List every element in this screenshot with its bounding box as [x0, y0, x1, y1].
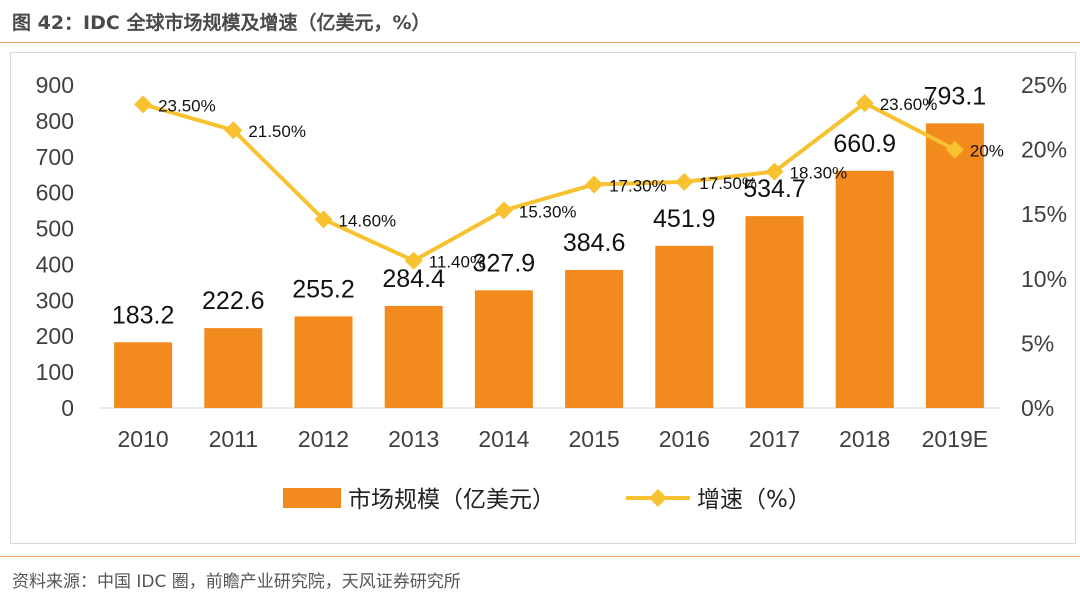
growth-point	[314, 210, 333, 229]
legend-line-label: 增速（%）	[697, 487, 811, 513]
growth-value-label: 15.30%	[519, 202, 577, 221]
y-right-tick-label: 25%	[1021, 72, 1067, 98]
combo-chart: 0 100 200 300 400 500 600 700 800 900 0% 5% 10% 15% 20…	[36, 72, 1067, 513]
source-note: 资料来源：中国 IDC 圈，前瞻产业研究院，天风证券研究所	[12, 572, 461, 592]
x-tick-label: 2012	[298, 426, 349, 452]
x-tick-label: 2013	[388, 426, 439, 452]
bar-value-label: 183.2	[112, 301, 175, 329]
bar-value-label: 327.9	[473, 249, 536, 277]
bar	[835, 170, 894, 408]
growth-line	[142, 101, 956, 263]
bar	[474, 290, 533, 408]
y-left-tick-label: 0	[61, 395, 74, 421]
growth-value-label: 23.60%	[880, 95, 938, 114]
bar	[204, 328, 263, 408]
growth-value-label: 18.30%	[790, 164, 848, 183]
x-tick-label: 2018	[839, 426, 890, 452]
growth-value-label: 14.60%	[339, 211, 397, 230]
growth-point	[494, 201, 513, 220]
growth-value-label: 20%	[970, 142, 1004, 161]
y-right-tick-label: 20%	[1021, 137, 1067, 163]
bar-value-label: 384.6	[563, 229, 626, 257]
bar-value-label: 222.6	[202, 287, 265, 315]
growth-value-label: 23.50%	[158, 96, 216, 115]
legend-line-marker	[649, 489, 667, 507]
y-left-tick-label: 200	[36, 323, 74, 349]
x-tick-label: 2010	[118, 426, 169, 452]
bar	[565, 269, 624, 408]
growth-point	[134, 95, 153, 114]
legend-bar-swatch	[283, 488, 341, 508]
bar-value-label: 793.1	[924, 82, 987, 110]
y-left-tick-label: 400	[36, 251, 74, 277]
source-divider	[0, 556, 1080, 557]
y-left-tick-label: 300	[36, 287, 74, 313]
bar	[294, 316, 353, 408]
y-right-tick-label: 0%	[1021, 395, 1054, 421]
growth-value-label: 11.40%	[429, 253, 485, 272]
x-tick-label: 2016	[659, 426, 710, 452]
growth-point	[224, 121, 243, 140]
y-right-tick-label: 5%	[1021, 330, 1054, 356]
bar-value-label: 451.9	[653, 205, 716, 233]
growth-value-label: 21.50%	[248, 122, 306, 141]
growth-point	[675, 172, 694, 191]
figure-title: 图 42：IDC 全球市场规模及增速（亿美元，%）	[12, 12, 431, 34]
y-left-tick-label: 800	[36, 108, 74, 134]
growth-point	[855, 94, 874, 113]
y-right-tick-label: 10%	[1021, 266, 1067, 292]
growth-point	[765, 162, 784, 181]
x-tick-label: 2017	[749, 426, 800, 452]
growth-value-label: 17.50%	[699, 174, 757, 193]
growth-value-label: 17.30%	[609, 176, 667, 195]
x-tick-label: 2019E	[922, 426, 989, 452]
y-left-tick-label: 700	[36, 144, 74, 170]
bar-value-label: 660.9	[833, 130, 896, 158]
growth-point	[585, 175, 604, 194]
y-left-tick-label: 900	[36, 72, 74, 98]
x-tick-label: 2011	[209, 426, 258, 452]
x-tick-label: 2014	[478, 426, 529, 452]
y-left-tick-label: 600	[36, 180, 74, 206]
growth-point	[404, 251, 423, 270]
bar-value-label: 255.2	[292, 275, 355, 303]
bar	[114, 342, 173, 408]
legend-bar-label: 市场规模（亿美元）	[348, 487, 555, 513]
bar	[925, 123, 984, 408]
bar	[384, 305, 443, 408]
title-divider	[0, 42, 1080, 43]
y-left-tick-label: 500	[36, 216, 74, 242]
growth-point	[945, 140, 964, 159]
bar	[655, 245, 714, 408]
x-tick-label: 2015	[569, 426, 620, 452]
bar	[745, 216, 804, 408]
chart-frame	[10, 52, 1076, 544]
y-left-tick-label: 100	[36, 359, 74, 385]
y-right-tick-label: 15%	[1021, 201, 1067, 227]
